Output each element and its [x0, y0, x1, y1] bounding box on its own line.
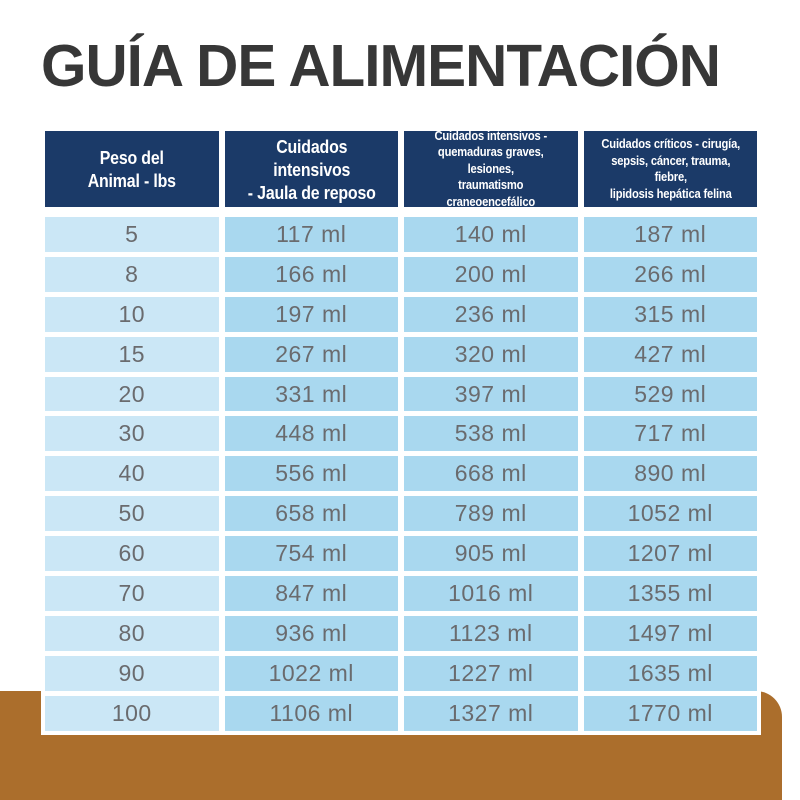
cell-feeding-amount: 668 ml [404, 456, 578, 492]
cell-animal-weight: 50 [45, 496, 219, 532]
cell-animal-weight: 5 [45, 217, 219, 252]
cell-animal-weight: 40 [45, 456, 219, 492]
cell-feeding-amount: 200 ml [404, 256, 578, 292]
header-cell-animal-weight: Peso del Animal - lbs [45, 131, 219, 207]
cell-animal-weight: 10 [45, 296, 219, 332]
cell-feeding-amount: 538 ml [404, 416, 578, 452]
cell-feeding-amount: 236 ml [404, 296, 578, 332]
cell-feeding-amount: 1327 ml [404, 695, 578, 731]
cell-feeding-amount: 1016 ml [404, 576, 578, 611]
cell-feeding-amount: 1022 ml [224, 655, 398, 691]
cell-feeding-amount: 847 ml [224, 576, 398, 611]
cell-feeding-amount: 331 ml [224, 376, 398, 412]
cell-feeding-amount: 556 ml [224, 456, 398, 492]
cell-feeding-amount: 1497 ml [583, 615, 757, 651]
cell-animal-weight: 20 [45, 376, 219, 412]
cell-animal-weight: 15 [45, 336, 219, 372]
header-label: Cuidados intensivos - Jaula de reposo [247, 135, 376, 203]
cell-feeding-amount: 1355 ml [583, 576, 757, 611]
header-cell-critical-care: Cuidados críticos - cirugía, sepsis, cán… [583, 131, 757, 207]
cell-feeding-amount: 448 ml [224, 416, 398, 452]
cell-animal-weight: 8 [45, 256, 219, 292]
cell-feeding-amount: 754 ml [224, 536, 398, 572]
header-label: Peso del Animal - lbs [87, 147, 176, 191]
cell-animal-weight: 90 [45, 655, 219, 691]
cell-feeding-amount: 936 ml [224, 615, 398, 651]
cell-feeding-amount: 1770 ml [583, 695, 757, 731]
cell-feeding-amount: 789 ml [404, 496, 578, 532]
cell-feeding-amount: 1123 ml [404, 615, 578, 651]
feeding-guide-table: Peso del Animal - lbs Cuidados intensivo… [41, 127, 761, 735]
cell-feeding-amount: 187 ml [583, 217, 757, 252]
cell-feeding-amount: 267 ml [224, 336, 398, 372]
cell-animal-weight: 60 [45, 536, 219, 572]
header-label: Cuidados intensivos - quemaduras graves,… [434, 131, 548, 207]
cell-feeding-amount: 658 ml [224, 496, 398, 532]
table-header: Peso del Animal - lbs Cuidados intensivo… [45, 131, 757, 207]
page-title: GUÍA DE ALIMENTACIÓN [41, 33, 721, 99]
cell-feeding-amount: 1052 ml [583, 496, 757, 532]
header-label: Cuidados críticos - cirugía, sepsis, cán… [600, 136, 740, 201]
header-cell-intensive-burns-trauma: Cuidados intensivos - quemaduras graves,… [404, 131, 578, 207]
cell-animal-weight: 80 [45, 615, 219, 651]
cell-feeding-amount: 320 ml [404, 336, 578, 372]
cell-feeding-amount: 1207 ml [583, 536, 757, 572]
header-cell-intensive-rest-cage: Cuidados intensivos - Jaula de reposo [224, 131, 398, 207]
cell-feeding-amount: 1635 ml [583, 655, 757, 691]
cell-feeding-amount: 890 ml [583, 456, 757, 492]
cell-feeding-amount: 315 ml [583, 296, 757, 332]
cell-feeding-amount: 905 ml [404, 536, 578, 572]
cell-feeding-amount: 266 ml [583, 256, 757, 292]
cell-feeding-amount: 197 ml [224, 296, 398, 332]
cell-feeding-amount: 1227 ml [404, 655, 578, 691]
cell-feeding-amount: 166 ml [224, 256, 398, 292]
cell-feeding-amount: 140 ml [404, 217, 578, 252]
cell-feeding-amount: 117 ml [224, 217, 398, 252]
cell-feeding-amount: 717 ml [583, 416, 757, 452]
cell-feeding-amount: 427 ml [583, 336, 757, 372]
cell-animal-weight: 100 [45, 695, 219, 731]
cell-feeding-amount: 529 ml [583, 376, 757, 412]
table-body: 5 117 ml 140 ml 187 ml 8 166 ml 200 ml 266 ml 10… [45, 217, 757, 731]
cell-animal-weight: 70 [45, 576, 219, 611]
cell-feeding-amount: 397 ml [404, 376, 578, 412]
cell-feeding-amount: 1106 ml [224, 695, 398, 731]
cell-animal-weight: 30 [45, 416, 219, 452]
